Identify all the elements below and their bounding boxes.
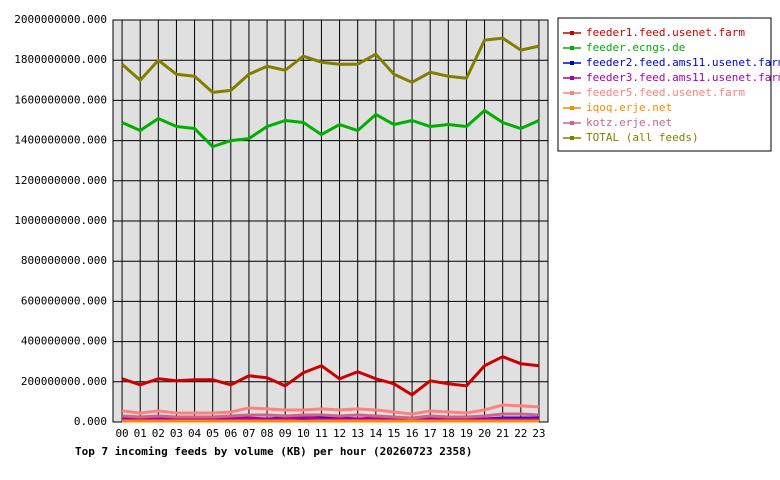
y-tick-label: 600000000.000: [21, 294, 107, 307]
y-tick-label: 1000000000.000: [14, 214, 107, 227]
legend-label: feeder5.feed.usenet.farm: [586, 86, 745, 99]
legend-marker: [570, 121, 574, 125]
x-tick-label: 11: [315, 427, 328, 440]
x-tick-label: 22: [514, 427, 527, 440]
x-tick-label: 16: [405, 427, 418, 440]
series-line: [121, 403, 540, 416]
x-tick-label: 07: [242, 427, 255, 440]
x-tick-label: 10: [297, 427, 310, 440]
legend-marker: [570, 61, 574, 65]
chart-title: Top 7 incoming feeds by volume (KB) per …: [75, 445, 472, 458]
x-tick-label: 20: [478, 427, 491, 440]
legend-marker: [570, 136, 574, 140]
x-tick-label: 15: [387, 427, 400, 440]
x-tick-label: 08: [260, 427, 273, 440]
y-tick-label: 400000000.000: [21, 335, 107, 348]
legend-marker: [570, 46, 574, 50]
legend-marker: [570, 91, 574, 95]
series-line: [121, 108, 540, 149]
series-line: [122, 415, 539, 421]
x-tick-label: 18: [442, 427, 455, 440]
legend-label: feeder1.feed.usenet.farm: [586, 26, 745, 39]
x-tick-label: 04: [188, 427, 202, 440]
x-tick-label: 17: [424, 427, 437, 440]
x-tick-label: 02: [152, 427, 165, 440]
legend-label: feeder2.feed.ams11.usenet.farm: [586, 56, 780, 69]
x-tick-label: 21: [496, 427, 509, 440]
series-line: [121, 36, 540, 94]
series-line: [121, 412, 540, 420]
series-line: [121, 355, 540, 397]
y-tick-label: 1600000000.000: [14, 93, 107, 106]
legend-box: [557, 17, 772, 152]
x-tick-label: 05: [206, 427, 219, 440]
x-tick-label: 00: [115, 427, 128, 440]
y-tick-label: 1400000000.000: [14, 134, 107, 147]
x-tick-label: 19: [460, 427, 473, 440]
legend-label: iqoq.erje.net: [586, 101, 672, 114]
x-tick-label: 01: [134, 427, 147, 440]
y-tick-label: 800000000.000: [21, 254, 107, 267]
x-tick-label: 23: [532, 427, 545, 440]
legend-label: feeder.ecngs.de: [586, 41, 685, 54]
legend-label: kotz.erje.net: [586, 116, 672, 129]
legend-marker: [570, 31, 574, 35]
legend-marker: [570, 106, 574, 110]
x-tick-label: 03: [170, 427, 183, 440]
legend-label: feeder3.feed.ams11.usenet.farm: [586, 71, 780, 84]
x-tick-label: 14: [369, 427, 383, 440]
y-tick-label: 1800000000.000: [14, 53, 107, 66]
y-tick-label: 1200000000.000: [14, 174, 107, 187]
legend-marker: [570, 76, 574, 80]
y-tick-label: 2000000000.000: [14, 13, 107, 26]
y-tick-label: 0.000: [74, 415, 107, 428]
x-tick-label: 06: [224, 427, 237, 440]
legend-label: TOTAL (all feeds): [586, 131, 699, 144]
x-tick-label: 13: [351, 427, 364, 440]
x-tick-label: 12: [333, 427, 346, 440]
y-tick-label: 200000000.000: [21, 375, 107, 388]
x-tick-label: 09: [279, 427, 292, 440]
